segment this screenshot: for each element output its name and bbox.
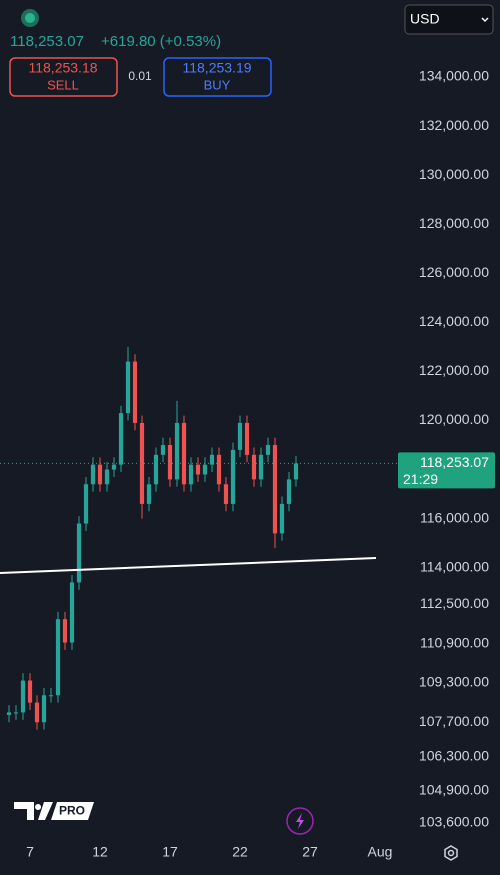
candle-body [153,454,159,485]
y-tick-label: 112,500.00 [420,595,489,611]
y-tick-label: 110,900.00 [420,634,489,650]
candle-body [97,464,103,485]
status-dot-inner [25,13,35,23]
candle-body [272,445,278,534]
candle-body [174,422,180,480]
candle-body [6,712,12,715]
candle-body [195,464,201,475]
y-tick-label: 124,000.00 [419,313,489,329]
sell-label: SELL [47,77,79,92]
y-tick-label: 122,000.00 [419,362,489,378]
lightning-button[interactable] [286,807,314,835]
candle-body [62,619,68,643]
logo-badge [51,802,94,820]
candle-body [181,422,187,485]
settings-button[interactable] [444,845,458,861]
candle-body [188,464,194,485]
candle-body [55,619,61,696]
plot: 134,000.00 132,000.00 130,000.00 128,000.00… [0,68,495,860]
candle-body [132,361,138,423]
x-tick-label: 7 [26,844,34,860]
candle-body [139,422,145,504]
y-tick-label: 130,000.00 [419,166,489,182]
sell-button[interactable] [9,57,118,97]
candle-body [125,361,131,414]
header-change: +619.80 (+0.53%) [101,33,221,50]
candle-body [13,712,19,714]
y-tick-label: 104,900.00 [419,782,489,798]
y-tick-label: 128,000.00 [419,215,489,231]
sell-price: 118,253.18 [28,60,97,76]
x-tick-label: 12 [92,844,108,860]
last-price-label: 118,253.07 [420,454,489,470]
spread: 0.01 [128,69,152,83]
y-tick-label: 116,000.00 [420,509,489,525]
candle-body [286,479,292,504]
candle-body [244,422,250,455]
x-tick-label: 27 [302,844,318,860]
lightning-icon [296,813,304,829]
y-tick-label: 107,700.00 [419,713,489,729]
candle-body [83,484,89,524]
candle-body [251,454,257,480]
y-tick-label: 114,000.00 [420,558,489,574]
header-price: 118,253.07 [10,33,84,50]
candle-body [230,449,236,504]
candle-body [279,503,285,534]
x-tick-label: Aug [368,844,393,860]
candle-body [167,445,173,480]
candle-body [209,454,215,465]
logo-badge-text: PRO [59,804,85,818]
candle-body [146,484,152,504]
buy-button[interactable] [163,57,272,97]
dropdown-caret [481,17,489,23]
y-tick-label: 103,600.00 [419,814,489,830]
currency-dropdown[interactable] [404,4,494,35]
candle-body [293,463,299,480]
candle-body [118,413,124,465]
candle-body [216,454,222,485]
logo-mark [14,802,53,820]
y-tick-label: 132,000.00 [419,117,489,133]
y-tick-label: 134,000.00 [419,68,489,84]
candle-body [258,454,264,480]
candle-body [48,695,54,697]
candle-body [237,422,243,450]
y-tick-label: 120,000.00 [419,411,489,427]
buy-price: 118,253.19 [182,60,251,76]
candle-body [76,523,82,583]
x-tick-label: 17 [162,844,178,860]
trend-line [0,557,377,574]
candle-body [69,582,75,643]
y-tick-label: 109,300.00 [419,674,489,690]
y-tick-label: 126,000.00 [419,264,489,280]
candle-body [41,695,47,723]
currency-label: USD [410,11,440,27]
candle-body [90,464,96,485]
last-price-box [398,452,495,489]
settings-icon [447,849,455,857]
candle-body [202,464,208,475]
countdown-label: 21:29 [403,471,438,487]
x-tick-label: 22 [232,844,248,860]
candle-body [160,445,166,455]
candle-body [34,702,40,723]
candle-body [27,680,33,703]
buy-label: BUY [204,77,231,92]
candle-body [111,464,117,470]
candle-body [265,445,271,455]
candle-body [104,469,110,485]
y-tick-label: 106,300.00 [419,747,489,763]
candle-body [20,680,26,713]
candle-body [223,484,229,504]
